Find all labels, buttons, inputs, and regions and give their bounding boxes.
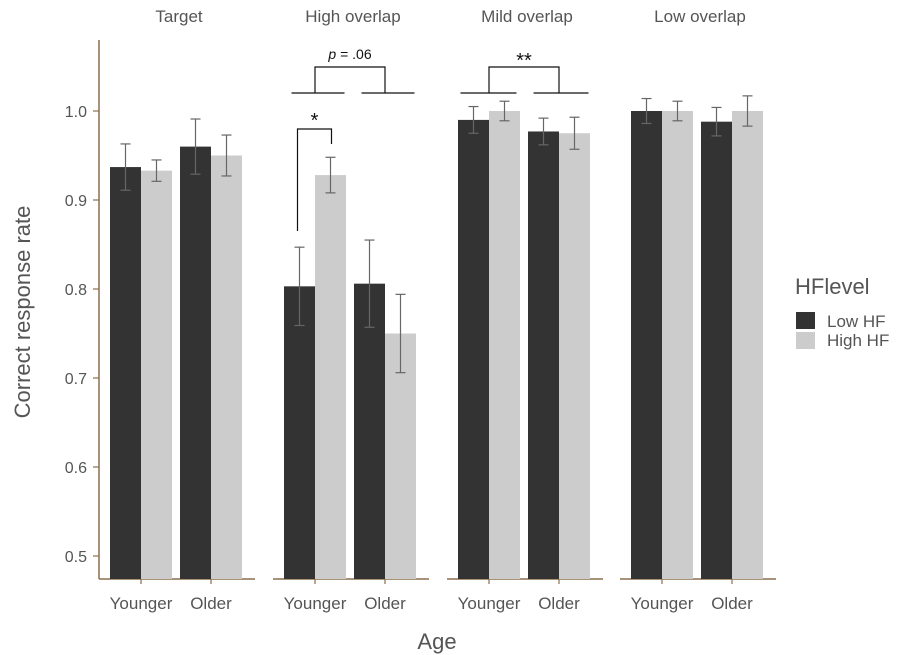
annotation-label: * — [311, 110, 319, 132]
facet-mild-overlap: Mild overlap Younger Older — [447, 7, 603, 613]
bracket-line — [488, 66, 560, 93]
error-bar — [711, 106, 722, 137]
x-tick-label: Older — [538, 594, 580, 613]
x-tick-label: Older — [190, 594, 232, 613]
bar-low-hf — [701, 121, 732, 580]
error-bar — [395, 293, 406, 374]
x-tick-label: Younger — [631, 594, 694, 613]
error-bar — [294, 246, 305, 327]
annotation-label-value: = .06 — [336, 46, 372, 62]
error-bar — [364, 239, 375, 328]
x-tick-label: Younger — [110, 594, 173, 613]
error-bar — [325, 156, 336, 194]
error-bar — [190, 118, 201, 175]
bar-high-hf — [385, 333, 416, 579]
legend-label-low-hf: Low HF — [827, 312, 886, 331]
facet-target: Target Younger Older — [99, 7, 255, 613]
error-bar — [120, 143, 131, 191]
bar-high-hf — [732, 111, 763, 579]
bar-low-hf — [631, 111, 662, 579]
y-tick-label: 1.0 — [65, 104, 87, 121]
bar-low-hf — [180, 146, 211, 579]
error-bar — [151, 159, 162, 182]
bar-high-hf — [141, 170, 172, 579]
facet-title: Mild overlap — [481, 7, 573, 26]
x-tick-label: Older — [364, 594, 406, 613]
facet-high-overlap: High overlap Younger Older — [273, 7, 429, 613]
error-bar — [641, 97, 652, 125]
error-bar — [538, 117, 549, 146]
bar-low-hf — [354, 283, 385, 579]
bar-high-hf — [211, 155, 242, 579]
annotations-layer: p = .06*** — [291, 46, 589, 231]
error-bar — [569, 116, 580, 150]
error-bar — [468, 105, 479, 134]
y-axis-title: Correct response rate — [10, 206, 35, 419]
legend-swatch-low-hf — [796, 312, 815, 329]
annotation-star: * — [296, 110, 333, 231]
facet-title: Low overlap — [654, 7, 746, 26]
bracket-line — [314, 66, 386, 93]
facet-title: Target — [155, 7, 203, 26]
facet-title: High overlap — [305, 7, 400, 26]
x-tick-label: Older — [711, 594, 753, 613]
bar-high-hf — [559, 133, 590, 579]
x-tick-label: Younger — [458, 594, 521, 613]
y-tick-label: 0.8 — [65, 282, 87, 299]
y-tick-label: 0.7 — [65, 371, 87, 388]
annotation-label: p = .06 — [327, 46, 371, 62]
legend: HFlevel Low HF High HF — [795, 274, 889, 350]
error-bar — [742, 95, 753, 127]
annotation-p06: p = .06 — [291, 46, 415, 94]
y-tick-label: 0.6 — [65, 460, 87, 477]
x-axis-title: Age — [417, 629, 456, 654]
bar-high-hf — [662, 111, 693, 579]
bar-low-hf — [528, 131, 559, 579]
legend-label-high-hf: High HF — [827, 331, 889, 350]
error-bar — [221, 134, 232, 177]
annotation-double-star: ** — [460, 50, 589, 94]
annotation-label: ** — [516, 50, 532, 72]
legend-title: HFlevel — [795, 274, 870, 299]
y-tick-label: 0.9 — [65, 193, 87, 210]
error-bar — [672, 100, 683, 122]
bar-low-hf — [458, 119, 489, 580]
bracket-line — [296, 128, 333, 231]
annotation-label-p: p — [327, 46, 336, 62]
bar-low-hf — [284, 286, 315, 579]
y-tick-label: 0.5 — [65, 549, 87, 566]
bar-high-hf — [489, 111, 520, 579]
x-tick-label: Younger — [284, 594, 347, 613]
legend-swatch-high-hf — [796, 332, 815, 349]
y-axis: 0.5 0.6 0.7 0.8 0.9 1.0 — [65, 40, 100, 579]
error-bar — [499, 100, 510, 122]
bar-high-hf — [315, 175, 346, 579]
bar-low-hf — [110, 167, 141, 579]
facet-low-overlap: Low overlap Younger Older — [620, 7, 776, 613]
